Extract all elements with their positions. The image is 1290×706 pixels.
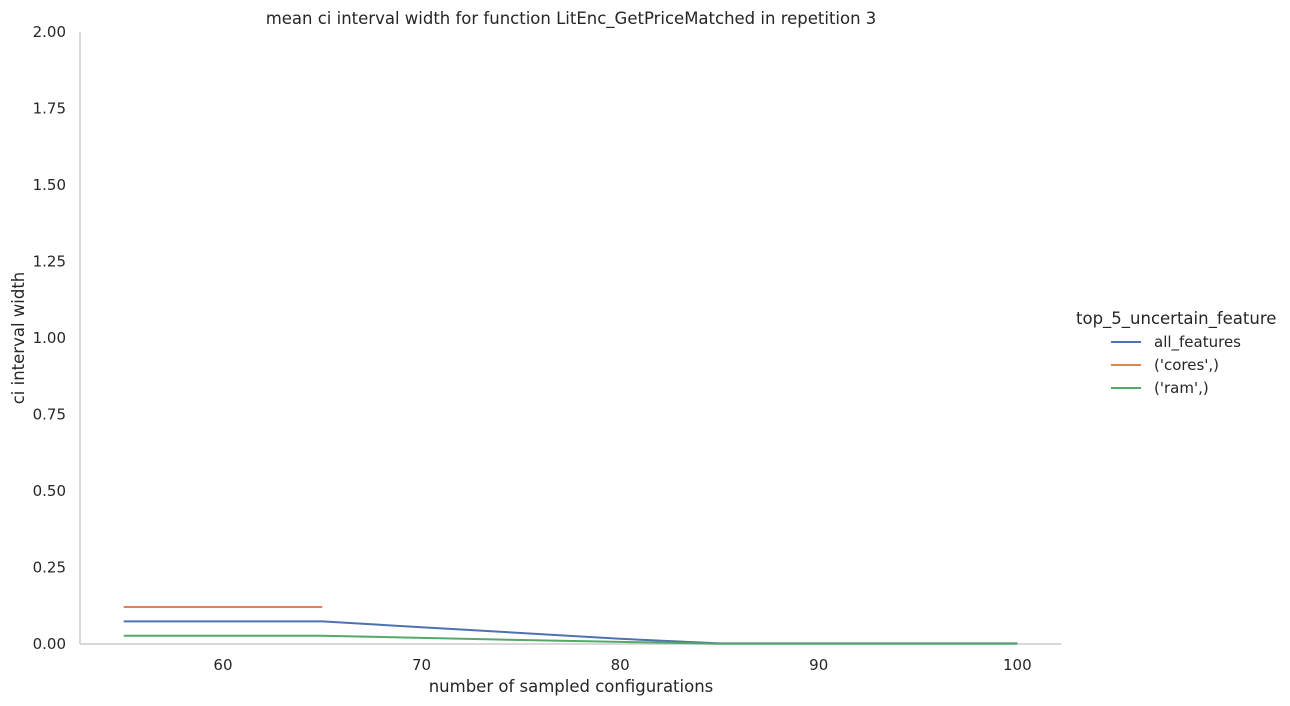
legend-label: ('cores',) <box>1154 356 1219 374</box>
axes: 60 70 80 90 100 0.00 0.25 0.50 0.75 1.00 1.25 1.50 1… <box>33 23 1061 674</box>
y-axis-title: ci interval width <box>9 272 28 405</box>
legend-title: top_5_uncertain_feature <box>1076 309 1276 329</box>
x-tick-label: 80 <box>611 656 630 674</box>
x-tick-label: 60 <box>213 656 232 674</box>
legend: top_5_uncertain_feature all_features ('co… <box>1076 309 1276 397</box>
y-tick-label: 0.25 <box>33 559 66 577</box>
legend-label: all_features <box>1154 333 1241 352</box>
x-tick-label: 70 <box>412 656 431 674</box>
x-tick-label: 100 <box>1003 656 1032 674</box>
series-line-3 <box>123 634 1018 645</box>
y-tick-label: 0.00 <box>33 635 66 653</box>
legend-label: ('ram',) <box>1154 379 1209 397</box>
y-tick-label: 0.75 <box>33 406 66 424</box>
y-tick-label: 1.25 <box>33 253 66 271</box>
x-axis-title: number of sampled configurations <box>429 677 714 696</box>
y-tick-label: 2.00 <box>33 23 66 41</box>
chart-title: mean ci interval width for function LitE… <box>266 9 877 29</box>
x-tick-label: 90 <box>809 656 828 674</box>
y-tick-label: 0.50 <box>33 482 66 500</box>
y-tick-label: 1.75 <box>33 100 66 118</box>
y-tick-label: 1.00 <box>33 329 66 347</box>
plot-lines <box>123 606 1018 645</box>
y-tick-label: 1.50 <box>33 176 66 194</box>
